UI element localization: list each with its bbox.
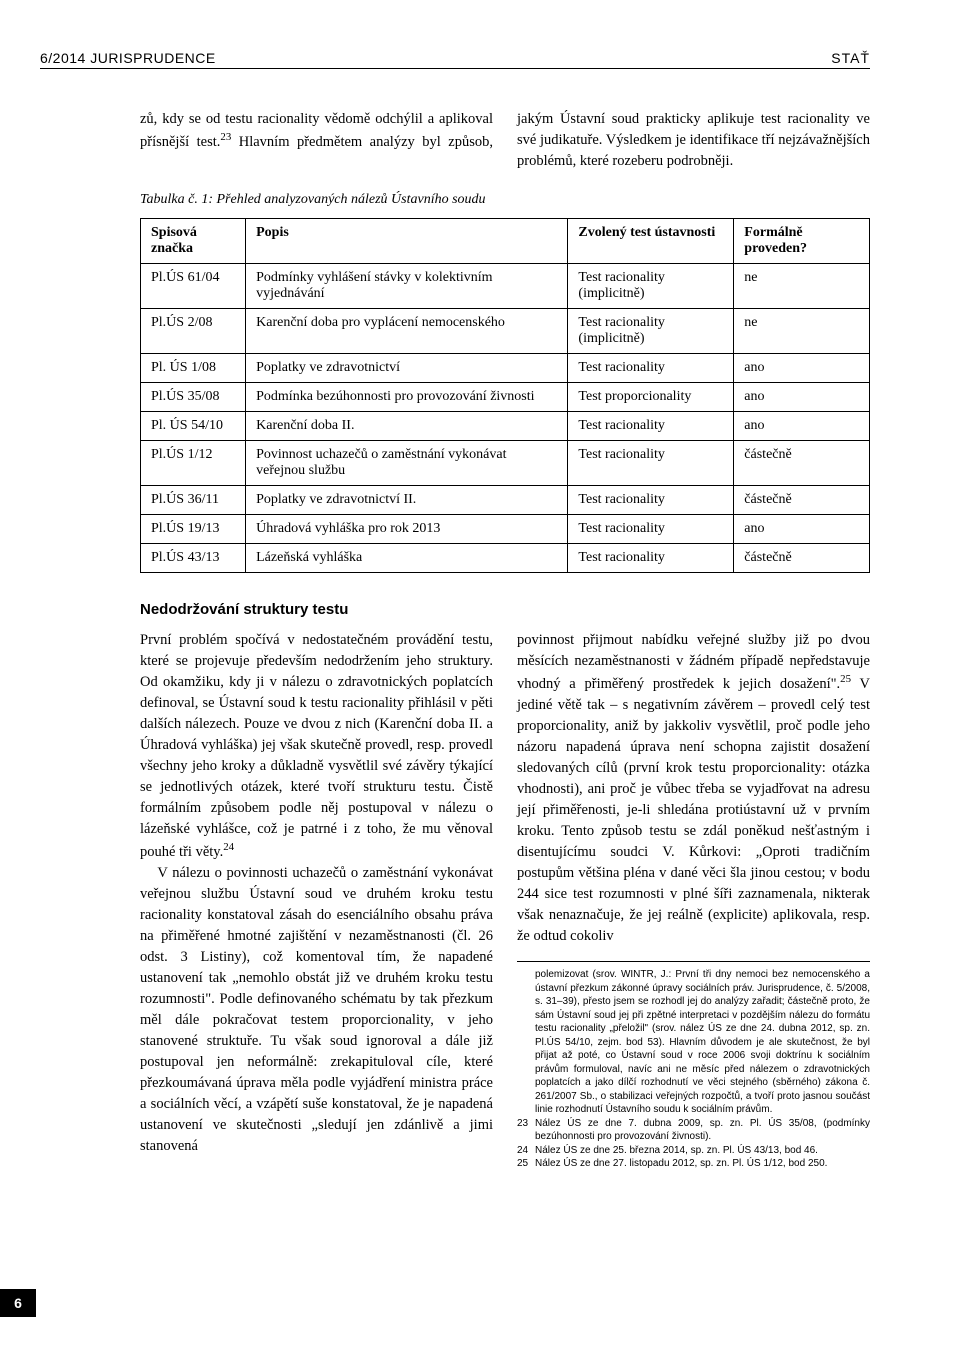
body-p3a-text: povinnost přijmout nabídku veřejné služb… (517, 632, 870, 692)
body-para-3: povinnost přijmout nabídku veřejné služb… (517, 630, 870, 947)
table-cell: Test racionality (568, 354, 734, 383)
footnote-ref-23: 23 (220, 131, 231, 143)
table-cell: Karenční doba pro vyplácení nemocenského (246, 309, 568, 354)
table-cell: Test racionality (568, 515, 734, 544)
table-row: Pl. ÚS 54/10Karenční doba II.Test racion… (141, 412, 870, 441)
table-cell: Podmínka bezúhonnosti pro provozování ži… (246, 383, 568, 412)
table-row: Pl.ÚS 36/11Poplatky ve zdravotnictví II.… (141, 486, 870, 515)
table-cell: Pl.ÚS 2/08 (141, 309, 246, 354)
col-description: Popis (246, 219, 568, 264)
table-cell: Pl.ÚS 36/11 (141, 486, 246, 515)
footnote-23: 23 Nález ÚS ze dne 7. dubna 2009, sp. zn… (517, 1117, 870, 1144)
footnotes-block: polemizovat (srov. WINTR, J.: První tři … (517, 961, 870, 1171)
table-cell: Test racionality (implicitně) (568, 309, 734, 354)
table-cell: Pl.ÚS 1/12 (141, 441, 246, 486)
body-para-1: První problém spočívá v nedostatečném pr… (140, 630, 493, 863)
table-cell: částečně (734, 441, 870, 486)
table-cell: Pl.ÚS 35/08 (141, 383, 246, 412)
col-formal: Formálně proveden? (734, 219, 870, 264)
table-row: Pl.ÚS 43/13Lázeňská vyhláškaTest raciona… (141, 544, 870, 573)
table-body: Pl.ÚS 61/04Podmínky vyhlášení stávky v k… (141, 264, 870, 573)
footnote-24: 24 Nález ÚS ze dne 25. března 2014, sp. … (517, 1144, 870, 1158)
body-columns: První problém spočívá v nedostatečném pr… (140, 630, 870, 1171)
footnote-23-text: Nález ÚS ze dne 7. dubna 2009, sp. zn. P… (535, 1117, 870, 1144)
rulings-table: Spisová značka Popis Zvolený test ústavn… (140, 218, 870, 573)
table-cell: ano (734, 383, 870, 412)
table-cell: ne (734, 264, 870, 309)
table-cell: Test racionality (568, 544, 734, 573)
table-cell: Pl.ÚS 19/13 (141, 515, 246, 544)
table-cell: ne (734, 309, 870, 354)
body-para-2: V nálezu o povinnosti uchazečů o zaměstn… (140, 863, 493, 1157)
header-section: STAŤ (831, 50, 870, 66)
table-row: Pl.ÚS 61/04Podmínky vyhlášení stávky v k… (141, 264, 870, 309)
table-cell: Test racionality (568, 486, 734, 515)
section-heading: Nedodržování struktury testu (140, 601, 870, 618)
table-cell: Poplatky ve zdravotnictví (246, 354, 568, 383)
table-caption: Tabulka č. 1: Přehled analyzovaných nále… (140, 192, 870, 208)
table-cell: Pl.ÚS 43/13 (141, 544, 246, 573)
table-cell: Karenční doba II. (246, 412, 568, 441)
header-issue: 6/2014 JURISPRUDENCE (40, 50, 216, 66)
table-cell: Test proporcionality (568, 383, 734, 412)
footnote-24-text: Nález ÚS ze dne 25. března 2014, sp. zn.… (535, 1144, 818, 1158)
footnote-25-text: Nález ÚS ze dne 27. listopadu 2012, sp. … (535, 1157, 827, 1171)
table-cell: Pl. ÚS 1/08 (141, 354, 246, 383)
table-header-row: Spisová značka Popis Zvolený test ústavn… (141, 219, 870, 264)
page-number: 6 (0, 1289, 36, 1317)
table-cell: Lázeňská vyhláška (246, 544, 568, 573)
col-case-number: Spisová značka (141, 219, 246, 264)
intro-block: zů, kdy se od testu racionality vědomě o… (140, 109, 870, 172)
table-row: Pl.ÚS 1/12Povinnost uchazečů o zaměstnán… (141, 441, 870, 486)
table-row: Pl.ÚS 35/08Podmínka bezúhonnosti pro pro… (141, 383, 870, 412)
table-cell: Úhradová vyhláška pro rok 2013 (246, 515, 568, 544)
table-cell: Pl. ÚS 54/10 (141, 412, 246, 441)
table-row: Pl.ÚS 19/13Úhradová vyhláška pro rok 201… (141, 515, 870, 544)
table-cell: Test racionality (implicitně) (568, 264, 734, 309)
footnote-25: 25 Nález ÚS ze dne 27. listopadu 2012, s… (517, 1157, 870, 1171)
footnote-cont-text: polemizovat (srov. WINTR, J.: První tři … (535, 968, 870, 1117)
page-header: 6/2014 JURISPRUDENCE STAŤ (40, 50, 870, 69)
body-p1-text: První problém spočívá v nedostatečném pr… (140, 632, 493, 860)
table-cell: Poplatky ve zdravotnictví II. (246, 486, 568, 515)
body-p3b-text: V jediné větě tak – s negativním závěrem… (517, 676, 870, 944)
table-cell: ano (734, 515, 870, 544)
table-cell: Test racionality (568, 441, 734, 486)
table-cell: částečně (734, 486, 870, 515)
table-cell: částečně (734, 544, 870, 573)
table-row: Pl.ÚS 2/08Karenční doba pro vyplácení ne… (141, 309, 870, 354)
table-cell: ano (734, 354, 870, 383)
footnote-ref-24: 24 (223, 841, 234, 853)
table-row: Pl. ÚS 1/08Poplatky ve zdravotnictvíTest… (141, 354, 870, 383)
page-container: 6/2014 JURISPRUDENCE STAŤ zů, kdy se od … (0, 0, 960, 1357)
table-cell: Test racionality (568, 412, 734, 441)
table-cell: ano (734, 412, 870, 441)
table-cell: Pl.ÚS 61/04 (141, 264, 246, 309)
table-cell: Podmínky vyhlášení stávky v kolektivním … (246, 264, 568, 309)
footnote-continuation: polemizovat (srov. WINTR, J.: První tři … (517, 968, 870, 1117)
footnote-ref-25: 25 (840, 673, 851, 685)
intro-columns: zů, kdy se od testu racionality vědomě o… (140, 109, 870, 172)
col-test: Zvolený test ústavnosti (568, 219, 734, 264)
column-2-block: povinnost přijmout nabídku veřejné služb… (517, 630, 870, 1171)
table-cell: Povinnost uchazečů o zaměstnání vykonáva… (246, 441, 568, 486)
